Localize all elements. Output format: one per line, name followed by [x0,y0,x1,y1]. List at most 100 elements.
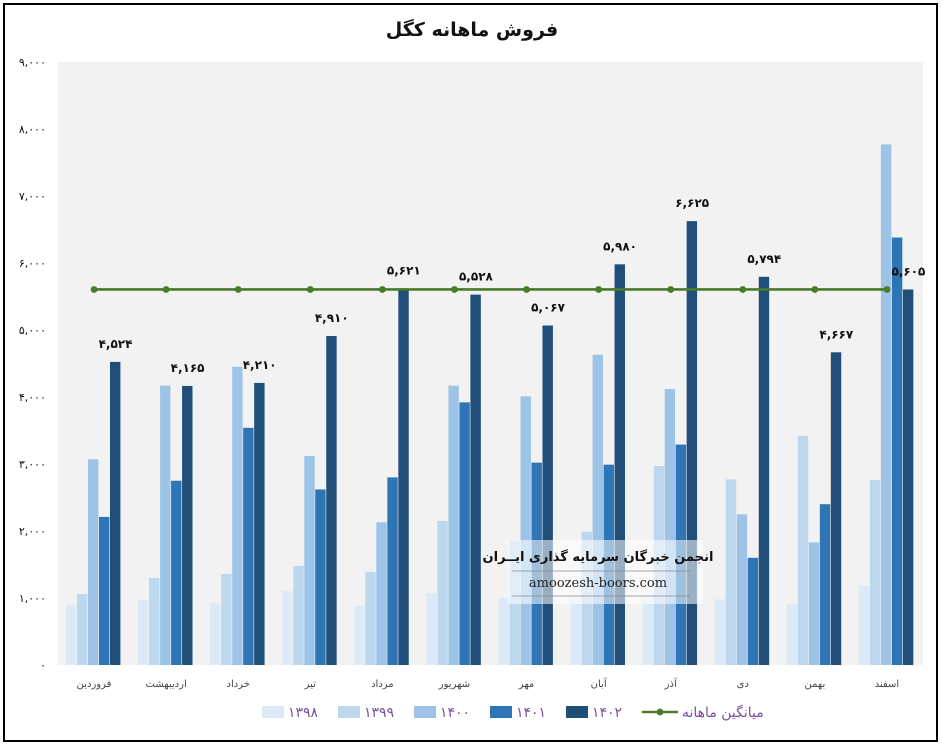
x-tick-label: دی [737,679,749,690]
bar [437,520,448,665]
bar [902,289,914,665]
bar [736,514,748,665]
bar [520,396,531,665]
bar [747,557,759,665]
legend-swatch [338,706,360,718]
legend-swatch [414,706,436,718]
bar [387,477,398,665]
legend-label: ۱۳۹۹ [364,705,394,721]
x-tick-label: اردیبهشت [146,679,187,690]
legend-swatch [566,706,588,718]
plot-area [58,62,923,665]
bar [891,237,903,666]
average-marker [90,286,98,293]
bar [66,604,77,665]
bar [315,489,326,665]
data-label: ۵,۰۶۷ [531,301,566,315]
bar [592,354,603,665]
bar [725,479,737,665]
x-tick-label: اسفند [875,679,899,690]
bar [614,264,625,665]
y-tick-label: ۲,۰۰۰ [19,525,46,538]
bar [88,459,99,665]
bar [210,603,221,665]
y-tick-label: ۳,۰۰۰ [19,458,46,471]
bar [160,385,171,665]
data-label: ۶,۶۲۵ [675,196,709,210]
x-tick-label: فروردین [77,679,112,690]
bar [110,361,121,665]
average-marker [883,286,891,293]
bar [642,598,654,665]
watermark-url: amoozesh-boors.com [529,576,667,591]
y-tick-label: ۱,۰۰۰ [19,592,46,605]
y-tick-label: ۵,۰۰۰ [19,324,46,337]
bar [880,144,892,665]
legend-label: ۱۴۰۲ [592,705,622,721]
bar [786,604,798,665]
legend-label: ۱۴۰۰ [440,705,470,721]
bar [570,598,581,665]
bar [830,352,842,665]
bar [282,591,293,665]
bar [254,382,265,665]
average-marker [523,286,530,293]
x-tick-label: شهریور [438,679,470,690]
y-axis: ۰ ۱,۰۰۰ ۲,۰۰۰ ۳,۰۰۰ ۴,۰۰۰ ۵,۰۰۰ ۶,۰۰۰ ۷,۰۰۰ ۸,۰۰… [19,56,46,672]
bar [714,599,726,665]
bar [542,325,553,665]
average-marker [451,286,458,293]
data-label: ۵,۷۹۴ [747,252,781,266]
legend: ۱۳۹۸ ۱۳۹۹ ۱۴۰۰ ۱۴۰۱ ۱۴۰۲ میانگین ماهانه [262,704,764,721]
legend-label: ۱۳۹۸ [288,705,319,721]
y-tick-label: ۸,۰۰۰ [19,123,46,136]
bar [808,542,820,665]
data-label: ۵,۵۲۸ [459,270,494,284]
average-marker [667,286,675,293]
y-tick-label: ۷,۰۰۰ [19,190,46,203]
bar [354,606,365,665]
watermark-title: انجمن خبرگان سرمایه گذاری ایــران [483,549,714,565]
bar [470,294,481,665]
bar [758,276,770,665]
watermark-box [508,540,703,604]
bar [869,480,881,665]
bar [686,221,698,665]
bar [797,435,809,665]
bar [398,288,409,665]
bar [182,385,193,665]
bar [819,504,831,665]
legend-swatch [490,706,512,718]
data-label: ۴,۱۶۵ [171,361,205,375]
watermark: انجمن خبرگان سرمایه گذاری ایــران amooze… [483,540,714,604]
data-label: ۵,۶۲۱ [387,263,421,277]
data-label: ۵,۹۸۰ [603,239,637,253]
bar [326,336,337,665]
average-line [90,286,891,293]
average-marker [595,286,603,293]
y-tick-label: ۰ [40,659,46,672]
x-tick-label: خرداد [227,679,250,690]
x-tick-label: آبان [591,677,608,690]
y-tick-label: ۹,۰۰۰ [19,56,46,69]
data-label: ۴,۶۶۷ [819,327,854,341]
average-marker [162,286,170,293]
bar [426,593,437,665]
bar [459,402,470,665]
chart-title: فروش ماهانه کگل [386,18,558,41]
data-label: ۴,۲۱۰ [243,358,277,372]
average-marker [378,286,386,293]
bar [448,385,459,665]
x-tick-label: بهمن [804,679,825,690]
bar [77,593,88,665]
y-tick-label: ۴,۰۰۰ [19,391,46,404]
bar [149,577,160,665]
bar [498,598,509,665]
legend-label: ۱۴۰۱ [516,705,546,721]
average-marker [739,286,747,293]
bar [221,573,232,665]
average-marker [306,286,314,293]
bar [304,455,315,665]
bar [99,516,110,665]
bar [376,522,387,665]
